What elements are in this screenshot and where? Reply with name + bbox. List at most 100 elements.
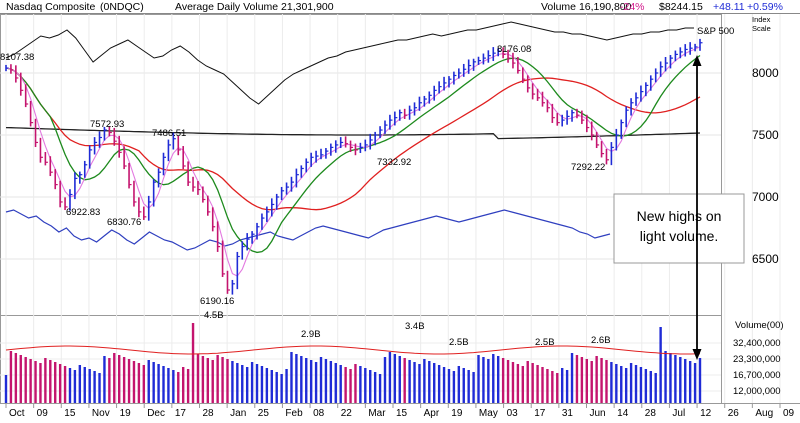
volume-bar (506, 360, 510, 403)
date-tick-label: 19 (120, 408, 132, 419)
volume-axis-title: Volume(00) (735, 320, 784, 331)
volume-bar (157, 364, 160, 403)
volume-bar (122, 357, 126, 403)
volume-bar (216, 355, 219, 403)
price-annotation: 7332.92 (377, 157, 411, 168)
volume-bar (516, 364, 520, 403)
volume-bar (142, 365, 146, 403)
volume-bar (615, 364, 618, 403)
volume-axis: 32,400,000 23,300,000 16,700,000 12,000,000 (733, 338, 781, 397)
moving-average-200 (5, 126, 701, 140)
volume-bar (688, 361, 692, 403)
volume-bar (329, 361, 333, 403)
volume-bar (364, 368, 367, 403)
volume-annotation: 2.5B (449, 337, 469, 348)
volume-bar (93, 371, 96, 403)
date-tick-label: May (479, 408, 498, 419)
date-tick-label: 12 (700, 408, 712, 419)
volume-annotation: 3.4B (405, 321, 425, 332)
volume-bar (649, 371, 652, 403)
volume-bar (541, 367, 544, 403)
moving-average-mid (5, 54, 701, 254)
note-line-1: New highs on (637, 208, 722, 224)
volume-bar (54, 362, 57, 403)
price-bars (5, 38, 703, 295)
volume-bar (108, 358, 111, 403)
volume-bar (103, 356, 106, 403)
volume-bar (236, 363, 239, 403)
date-tick-label: 09 (783, 408, 795, 419)
price-annotation: 8176.08 (497, 44, 531, 55)
volume-annotation: 2.5B (535, 337, 555, 348)
date-tick-label: Dec (147, 408, 165, 419)
volume-bar (610, 362, 613, 403)
volume-bars (4, 323, 702, 403)
volume-bar (654, 373, 657, 403)
index-name: Nasdaq Composite (6, 1, 95, 13)
volume-bar (560, 368, 564, 403)
volume-bar (9, 351, 13, 403)
date-tick-label: Feb (285, 408, 303, 419)
volume-bar (383, 357, 387, 403)
volume-bar (270, 370, 273, 403)
index-scale-label-2: Scale (752, 24, 771, 33)
volume-bar (4, 375, 8, 403)
volume-bar (295, 354, 298, 403)
volume-bar (452, 371, 456, 403)
date-tick-label: Aug (755, 408, 773, 419)
volume-bar (39, 363, 42, 403)
date-tick-label: 19 (451, 408, 463, 419)
benchmark-path (5, 21, 694, 105)
date-tick-label: 17 (175, 408, 187, 419)
volume-bar (68, 368, 72, 403)
volume-bar (590, 361, 593, 403)
date-tick-label: 03 (507, 408, 519, 419)
mashort-path (5, 46, 701, 277)
volume-average-path (5, 345, 701, 355)
volume-bar (433, 363, 436, 403)
volume-tick-label: 12,000,000 (733, 386, 781, 397)
date-tick-label: 14 (617, 408, 629, 419)
ma200-path (5, 126, 701, 140)
volume-bar (585, 359, 588, 403)
volume-bar (344, 367, 347, 403)
volume-annotation: 2.9B (301, 329, 321, 340)
volume-bar (575, 355, 579, 403)
volume-tick-label: 32,400,000 (733, 338, 781, 349)
volume-bar (29, 359, 32, 403)
volume-bar (359, 366, 362, 403)
volume-bar (447, 369, 451, 403)
volume-bar (137, 363, 141, 403)
price-annotation: 7572.93 (90, 119, 124, 130)
volume-bar (428, 361, 431, 403)
date-tick-label: 31 (562, 408, 574, 419)
volume-bar (127, 359, 131, 403)
volume-bar (472, 372, 475, 403)
volume-bar (34, 361, 37, 403)
volume-bar (393, 354, 397, 403)
volume-bar (629, 363, 633, 403)
change-pct-label: +0.59% (747, 1, 783, 13)
volume-bar (698, 358, 702, 403)
date-axis: Oct 09 15 Nov 19 Dec 17 28 Jan 25 Feb 08 22 Mar 15 Apr 1… (5, 403, 795, 419)
price-tick-label: 8000 (752, 66, 779, 80)
date-tick-label: 26 (728, 408, 740, 419)
volume-bar (231, 361, 234, 403)
date-tick-label: 28 (203, 408, 215, 419)
date-tick-label: Jun (590, 408, 606, 419)
date-tick-label: Mar (368, 408, 386, 419)
price-tick-label: 7000 (752, 190, 779, 204)
price-axis: 6500 7000 7500 8000 (752, 66, 779, 266)
volume-bar (403, 358, 406, 403)
volume-bar (526, 361, 529, 403)
volume-bar (162, 366, 165, 403)
volume-bar (300, 356, 303, 403)
volume-bar (226, 359, 229, 403)
volume-bar (19, 355, 22, 403)
volume-bar (373, 372, 377, 403)
volume-bar (44, 358, 47, 403)
volume-bar (565, 370, 569, 403)
volume-bar (482, 357, 485, 403)
volume-bar (605, 360, 608, 403)
